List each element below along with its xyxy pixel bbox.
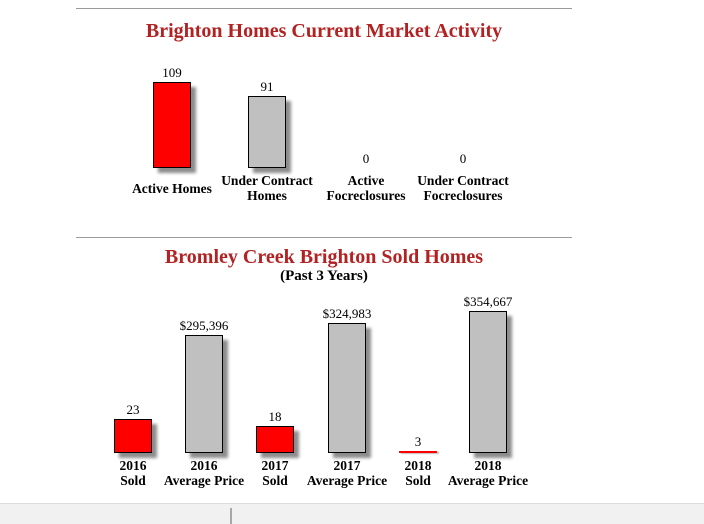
chart-column: 23 2016 Sold (83, 288, 183, 489)
bar-value-label: 3 (414, 433, 422, 449)
scrollbar-divider (230, 508, 232, 524)
bar (185, 334, 223, 453)
bar-value-label: 0 (362, 151, 370, 166)
category-label: 2016 Average Price (163, 458, 245, 488)
bar (328, 323, 366, 453)
category-label: 2017 Average Price (306, 458, 388, 488)
sold-homes-chart-title: Bromley Creek Brighton Sold Homes (164, 246, 484, 268)
bar (248, 96, 286, 168)
sold-homes-chart-subtitle: (Past 3 Years) (280, 268, 368, 284)
bar-value-label: 91 (260, 79, 274, 95)
bar-value-label: $295,396 (179, 317, 229, 333)
chart-column: $295,396 2016 Average Price (154, 288, 254, 489)
chart-column: 91 Under Contract Homes (212, 56, 322, 204)
bar-value-label: $354,667 (463, 294, 513, 310)
bar (256, 426, 294, 453)
category-label: 2018 Sold (404, 458, 432, 488)
category-label: Active Homes (132, 180, 212, 196)
chart-column: $324,983 2017 Average Price (297, 288, 397, 489)
bar (399, 450, 437, 453)
bar-value-label: 23 (126, 401, 140, 417)
market-activity-chart-title: Brighton Homes Current Market Activity (145, 20, 503, 42)
chart-column: 0 Under Contract Focreclosures (408, 56, 518, 204)
bar (469, 311, 507, 453)
bar-value-label: $324,983 (322, 306, 372, 321)
section-divider-top (76, 8, 572, 9)
chart-column: 3 2018 Sold (368, 288, 468, 489)
category-label: Active Focreclosures (326, 173, 406, 203)
bar-value-label: 0 (459, 151, 467, 166)
chart-column: $354,667 2018 Average Price (438, 288, 538, 489)
category-label: Under Contract Focreclosures (417, 173, 509, 203)
bar (114, 418, 152, 453)
bar-value-label: 109 (162, 64, 182, 80)
category-label: Under Contract Homes (221, 173, 313, 203)
chart-column: 18 2017 Sold (225, 288, 325, 489)
horizontal-scrollbar[interactable] (0, 503, 704, 524)
category-label: 2018 Average Price (447, 458, 529, 488)
section-divider-middle (76, 237, 572, 238)
category-label: 2017 Sold (261, 458, 289, 488)
chart-column: 0 Active Focreclosures (311, 56, 421, 204)
chart-column: 109 Active Homes (117, 56, 227, 204)
bar-value-label: 18 (268, 409, 282, 424)
bar (153, 81, 191, 168)
category-label: 2016 Sold (119, 458, 147, 488)
